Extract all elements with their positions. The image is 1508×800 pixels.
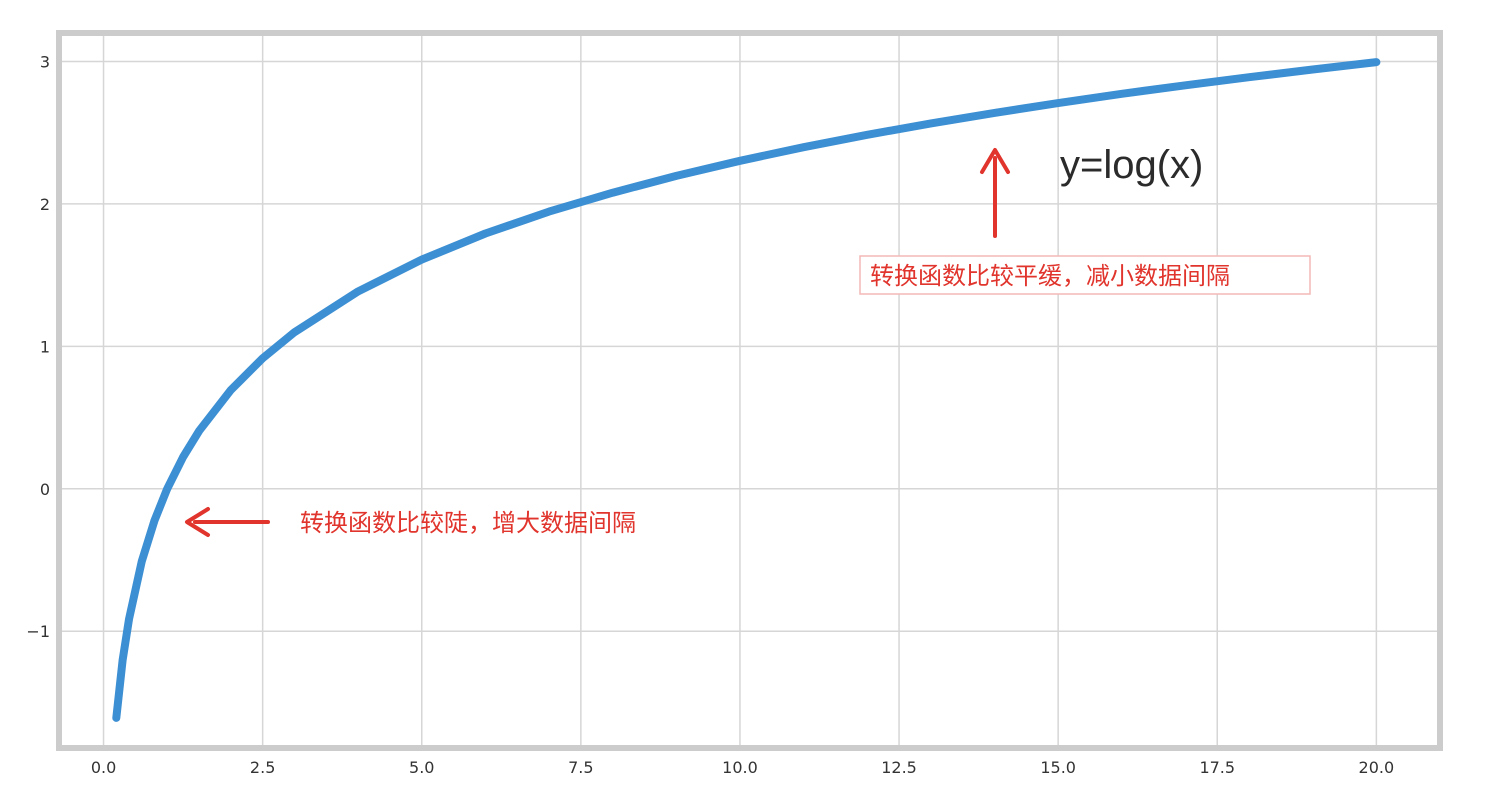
steep-note-text: 转换函数比较陡，增大数据间隔 <box>300 509 636 537</box>
series-line-log <box>112 58 1381 722</box>
flat-note-box <box>859 255 1311 295</box>
x-tick-label: 0.0 <box>91 758 116 777</box>
left-arrow-icon <box>185 507 210 537</box>
steep-annotation: 转换函数比较陡，增大数据间隔 <box>185 507 636 537</box>
flat-annotation: 转换函数比较平缓，减小数据间隔 <box>859 148 1311 295</box>
up-arrow-icon <box>980 148 1010 174</box>
y-tick-label: 1 <box>40 337 50 356</box>
y-axis-ticks: 3 2 1 0 −1 <box>26 52 50 641</box>
y-tick-label: 0 <box>40 480 50 499</box>
x-tick-label: 5.0 <box>409 758 434 777</box>
flat-note-text: 转换函数比较平缓，减小数据间隔 <box>870 262 1230 290</box>
y-tick-label: 2 <box>40 195 50 214</box>
y-tick-label: 3 <box>40 52 50 71</box>
x-tick-label: 17.5 <box>1199 758 1235 777</box>
x-tick-label: 2.5 <box>250 758 275 777</box>
formula-label: y=log(x) <box>1060 143 1203 187</box>
x-tick-label: 12.5 <box>881 758 917 777</box>
grid <box>59 33 1440 748</box>
y-tick-label: −1 <box>26 622 50 641</box>
plot-frame <box>56 30 1443 751</box>
x-tick-label: 7.5 <box>568 758 593 777</box>
x-axis-ticks: 0.0 2.5 5.0 7.5 10.0 12.5 15.0 17.5 20.0 <box>91 758 1394 777</box>
x-tick-label: 15.0 <box>1040 758 1076 777</box>
x-tick-label: 20.0 <box>1359 758 1395 777</box>
x-tick-label: 10.0 <box>722 758 758 777</box>
